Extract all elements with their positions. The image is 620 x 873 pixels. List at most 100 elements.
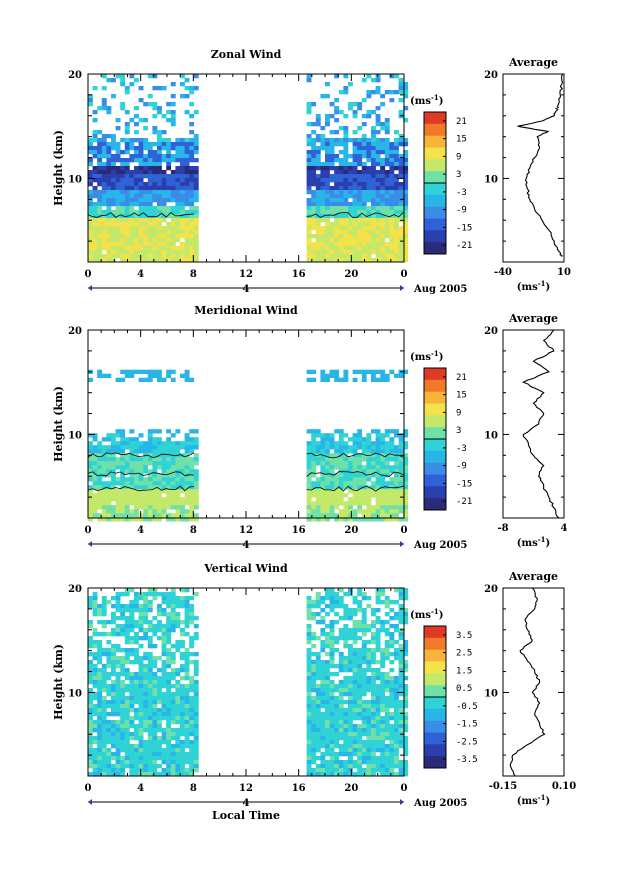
- heatmap-cell: [124, 477, 130, 482]
- heatmap-cells: [88, 588, 409, 777]
- heatmap-cell: [189, 445, 195, 450]
- heatmap-cell: [161, 716, 167, 721]
- heatmap-cell: [134, 182, 139, 187]
- heatmap-cell: [92, 250, 98, 255]
- heatmap-cell: [384, 242, 390, 247]
- y-tick-label: 10: [68, 688, 82, 699]
- heatmap-cell: [315, 620, 321, 625]
- heatmap-cell: [143, 138, 149, 143]
- heatmap-cell: [389, 700, 395, 705]
- heatmap-cell: [184, 513, 190, 518]
- heatmap-cell: [329, 246, 335, 251]
- heatmap-cell: [329, 756, 335, 761]
- heatmap-cell: [320, 377, 326, 382]
- heatmap-cell: [124, 696, 130, 701]
- heatmap-cell: [334, 429, 340, 434]
- heatmap-cell: [384, 465, 390, 470]
- heatmap-cell: [338, 170, 344, 175]
- heatmap-cell: [384, 226, 390, 231]
- heatmap-cell: [311, 222, 317, 227]
- heatmap-cell: [161, 664, 167, 669]
- heatmap-cell: [320, 704, 326, 709]
- heatmap-cell: [371, 676, 376, 681]
- heatmap-cell: [352, 620, 358, 625]
- heatmap-cell: [124, 608, 130, 613]
- heatmap-cell: [189, 226, 195, 231]
- heatmap-cell: [306, 182, 312, 187]
- heatmap-cell: [338, 588, 344, 593]
- heatmap-cell: [380, 254, 386, 259]
- heatmap-cell: [152, 728, 158, 733]
- heatmap-cell: [180, 206, 185, 211]
- heatmap-cell: [134, 441, 139, 446]
- heatmap-cell: [170, 170, 176, 175]
- heatmap-cell: [306, 748, 312, 753]
- heatmap-cell: [398, 465, 404, 470]
- heatmap-cell: [398, 238, 404, 243]
- heatmap-cell: [138, 146, 144, 151]
- heatmap-cell: [120, 477, 126, 482]
- heatmap-cell: [334, 501, 340, 506]
- heatmap-cell: [124, 469, 130, 474]
- heatmap-cell: [189, 704, 195, 709]
- heatmap-cell: [329, 102, 335, 107]
- heatmap-cell: [124, 732, 130, 737]
- heatmap-cell: [111, 230, 116, 235]
- heatmap-cell: [334, 445, 340, 450]
- heatmap-cell: [398, 612, 404, 617]
- heatmap-cell: [92, 166, 98, 171]
- heatmap-cell: [157, 437, 162, 442]
- heatmap-cell: [189, 517, 195, 522]
- heatmap-cell: [97, 461, 103, 466]
- heatmap-cell: [352, 178, 358, 183]
- heatmap-cell: [92, 608, 98, 613]
- heatmap-cell: [338, 222, 344, 227]
- heatmap-cell: [147, 620, 153, 625]
- heatmap-cell: [357, 772, 363, 777]
- heatmap-cell: [170, 218, 176, 223]
- heatmap-cell: [180, 752, 185, 757]
- heatmap-cell: [129, 186, 135, 191]
- heatmap-cell: [311, 676, 317, 681]
- heatmap-cell: [106, 230, 112, 235]
- heatmap-cell: [101, 485, 107, 490]
- heatmap-cell: [143, 720, 149, 725]
- heatmap-cell: [394, 640, 399, 645]
- heatmap-cell: [348, 234, 353, 239]
- heatmap-cell: [375, 692, 381, 697]
- heatmap-cell: [338, 449, 344, 454]
- heatmap-cell: [357, 190, 363, 195]
- heatmap-cell: [134, 114, 139, 119]
- heatmap-cell: [357, 477, 363, 482]
- heatmap-cell: [325, 636, 330, 641]
- heatmap-cell: [152, 86, 158, 91]
- heatmap-cell: [120, 696, 126, 701]
- heatmap-cell: [180, 497, 185, 502]
- heatmap-cell: [180, 517, 185, 522]
- heatmap-cell: [348, 258, 353, 263]
- colorbar-label: 0.5: [456, 684, 472, 694]
- heatmap-cell: [394, 238, 399, 243]
- heatmap-cell: [138, 664, 144, 669]
- heatmap-cell: [329, 760, 335, 765]
- heatmap-cell: [375, 162, 381, 167]
- heatmap-cell: [306, 652, 312, 657]
- heatmap-cell: [380, 716, 386, 721]
- heatmap-cell: [352, 477, 358, 482]
- heatmap-cell: [348, 668, 353, 673]
- heatmap-cell: [384, 473, 390, 478]
- heatmap-cell: [389, 214, 395, 219]
- heatmap-cell: [338, 138, 344, 143]
- heatmap-cell: [124, 489, 130, 494]
- x-tick-label: 20: [344, 525, 358, 536]
- colorbar-unit-exponent: -1: [431, 349, 439, 358]
- heatmap-cell: [403, 513, 409, 518]
- heatmap-cell: [329, 712, 335, 717]
- heatmap-cell: [120, 369, 126, 374]
- heatmap-cell: [170, 94, 176, 99]
- heatmap-cell: [371, 441, 376, 446]
- heatmap-cell: [343, 509, 349, 514]
- heatmap-cell: [152, 756, 158, 761]
- heatmap-cell: [101, 258, 107, 263]
- heatmap-cell: [329, 485, 335, 490]
